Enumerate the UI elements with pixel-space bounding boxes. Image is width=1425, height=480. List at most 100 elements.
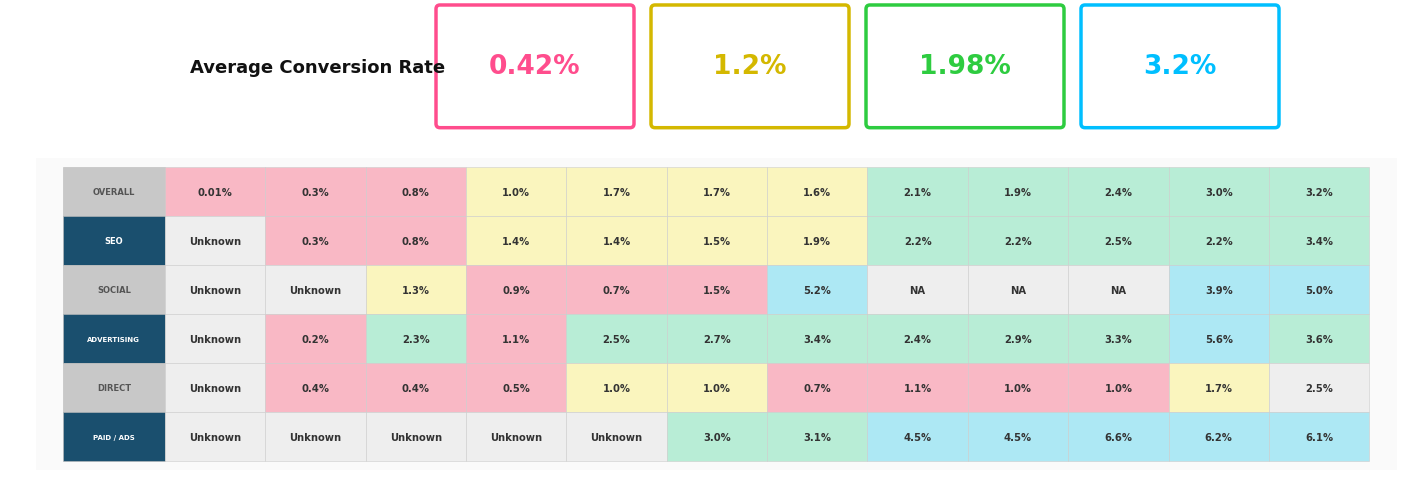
- Text: 0.3%: 0.3%: [302, 187, 329, 197]
- FancyBboxPatch shape: [667, 168, 767, 216]
- Text: 0.5%: 0.5%: [502, 383, 530, 393]
- Text: SOCIAL: SOCIAL: [97, 286, 131, 294]
- FancyBboxPatch shape: [767, 216, 868, 265]
- FancyBboxPatch shape: [968, 265, 1069, 314]
- Text: NA: NA: [1110, 285, 1126, 295]
- FancyBboxPatch shape: [767, 412, 868, 461]
- Text: 2.2%: 2.2%: [903, 236, 932, 246]
- Text: 0.42%: 0.42%: [489, 54, 581, 80]
- Text: 3.4%: 3.4%: [1305, 236, 1334, 246]
- FancyBboxPatch shape: [165, 363, 265, 412]
- Text: 0.3%: 0.3%: [302, 236, 329, 246]
- Text: 2.5%: 2.5%: [1104, 236, 1133, 246]
- FancyBboxPatch shape: [968, 168, 1069, 216]
- FancyBboxPatch shape: [165, 412, 265, 461]
- Text: 1.98%: 1.98%: [919, 54, 1010, 80]
- Text: Unknown: Unknown: [590, 432, 643, 442]
- FancyBboxPatch shape: [767, 363, 868, 412]
- FancyBboxPatch shape: [63, 363, 165, 412]
- FancyBboxPatch shape: [1268, 168, 1369, 216]
- FancyBboxPatch shape: [28, 157, 1404, 472]
- FancyBboxPatch shape: [866, 6, 1064, 129]
- FancyBboxPatch shape: [1268, 216, 1369, 265]
- FancyBboxPatch shape: [667, 216, 767, 265]
- Text: 4.5%: 4.5%: [903, 432, 932, 442]
- Text: 3.0%: 3.0%: [1206, 187, 1233, 197]
- FancyBboxPatch shape: [165, 216, 265, 265]
- Text: 0.2%: 0.2%: [302, 334, 329, 344]
- FancyBboxPatch shape: [436, 6, 634, 129]
- Text: 0.4%: 0.4%: [402, 383, 430, 393]
- Text: 1.1%: 1.1%: [903, 383, 932, 393]
- Text: 2.9%: 2.9%: [1005, 334, 1032, 344]
- FancyBboxPatch shape: [667, 314, 767, 363]
- FancyBboxPatch shape: [366, 363, 466, 412]
- FancyBboxPatch shape: [651, 6, 849, 129]
- FancyBboxPatch shape: [1069, 314, 1168, 363]
- FancyBboxPatch shape: [1069, 412, 1168, 461]
- FancyBboxPatch shape: [466, 216, 566, 265]
- FancyBboxPatch shape: [366, 216, 466, 265]
- Text: 3.1%: 3.1%: [804, 432, 831, 442]
- Text: 3.9%: 3.9%: [1206, 285, 1233, 295]
- Text: 3.2%: 3.2%: [1143, 54, 1217, 80]
- Text: 0.4%: 0.4%: [302, 383, 329, 393]
- Text: 2.1%: 2.1%: [903, 187, 932, 197]
- Text: 1.2%: 1.2%: [714, 54, 787, 80]
- FancyBboxPatch shape: [566, 412, 667, 461]
- FancyBboxPatch shape: [767, 168, 868, 216]
- Text: Unknown: Unknown: [490, 432, 543, 442]
- FancyBboxPatch shape: [1168, 168, 1268, 216]
- FancyBboxPatch shape: [868, 363, 968, 412]
- Text: DIRECT: DIRECT: [97, 383, 131, 392]
- Text: 1.5%: 1.5%: [703, 236, 731, 246]
- FancyBboxPatch shape: [265, 363, 366, 412]
- FancyBboxPatch shape: [1069, 168, 1168, 216]
- FancyBboxPatch shape: [667, 363, 767, 412]
- Text: 1.0%: 1.0%: [1005, 383, 1032, 393]
- FancyBboxPatch shape: [63, 314, 165, 363]
- Text: 3.2%: 3.2%: [1305, 187, 1332, 197]
- Text: 6.6%: 6.6%: [1104, 432, 1133, 442]
- Text: Unknown: Unknown: [190, 383, 241, 393]
- Text: 0.8%: 0.8%: [402, 187, 430, 197]
- Text: 2.2%: 2.2%: [1005, 236, 1032, 246]
- Text: 2.3%: 2.3%: [402, 334, 430, 344]
- Text: 2.4%: 2.4%: [1104, 187, 1133, 197]
- Text: OVERALL: OVERALL: [93, 188, 135, 197]
- FancyBboxPatch shape: [265, 216, 366, 265]
- FancyBboxPatch shape: [767, 265, 868, 314]
- Text: 1.0%: 1.0%: [1104, 383, 1133, 393]
- Text: 2.5%: 2.5%: [603, 334, 630, 344]
- Text: SEO: SEO: [104, 237, 123, 246]
- FancyBboxPatch shape: [566, 363, 667, 412]
- Text: 1.6%: 1.6%: [804, 187, 831, 197]
- FancyBboxPatch shape: [1082, 6, 1280, 129]
- FancyBboxPatch shape: [1069, 363, 1168, 412]
- FancyBboxPatch shape: [968, 412, 1069, 461]
- FancyBboxPatch shape: [1168, 314, 1268, 363]
- FancyBboxPatch shape: [466, 265, 566, 314]
- FancyBboxPatch shape: [366, 412, 466, 461]
- Text: 1.4%: 1.4%: [603, 236, 631, 246]
- Text: 2.2%: 2.2%: [1206, 236, 1233, 246]
- Text: 6.2%: 6.2%: [1204, 432, 1233, 442]
- Text: 3.0%: 3.0%: [703, 432, 731, 442]
- FancyBboxPatch shape: [566, 216, 667, 265]
- Text: 2.5%: 2.5%: [1305, 383, 1332, 393]
- FancyBboxPatch shape: [1069, 265, 1168, 314]
- Text: 0.8%: 0.8%: [402, 236, 430, 246]
- FancyBboxPatch shape: [165, 265, 265, 314]
- FancyBboxPatch shape: [968, 216, 1069, 265]
- Text: 0.7%: 0.7%: [603, 285, 630, 295]
- Text: 5.0%: 5.0%: [1305, 285, 1332, 295]
- FancyBboxPatch shape: [1168, 216, 1268, 265]
- FancyBboxPatch shape: [63, 168, 165, 216]
- Text: 3.3%: 3.3%: [1104, 334, 1133, 344]
- FancyBboxPatch shape: [265, 168, 366, 216]
- FancyBboxPatch shape: [265, 412, 366, 461]
- Text: 5.6%: 5.6%: [1204, 334, 1233, 344]
- Text: 1.4%: 1.4%: [502, 236, 530, 246]
- FancyBboxPatch shape: [1268, 412, 1369, 461]
- FancyBboxPatch shape: [566, 168, 667, 216]
